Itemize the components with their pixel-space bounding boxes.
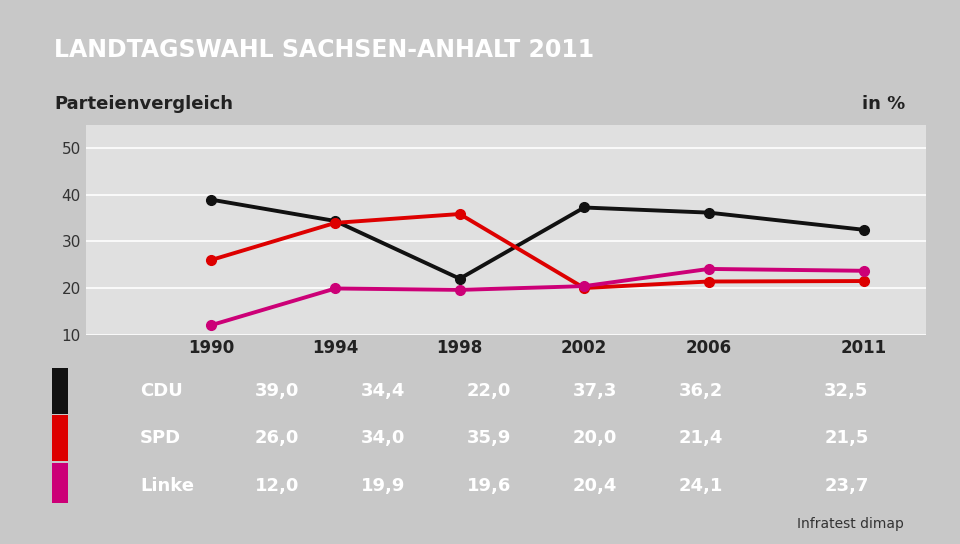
- Text: 20,4: 20,4: [572, 477, 617, 495]
- Text: LANDTAGSWAHL SACHSEN-ANHALT 2011: LANDTAGSWAHL SACHSEN-ANHALT 2011: [55, 38, 594, 63]
- Text: Infratest dimap: Infratest dimap: [797, 517, 904, 530]
- Text: 19,9: 19,9: [361, 477, 405, 495]
- Text: 21,5: 21,5: [825, 429, 869, 447]
- Text: 39,0: 39,0: [254, 382, 299, 400]
- Text: 2002: 2002: [561, 339, 608, 357]
- Text: 2006: 2006: [685, 339, 732, 357]
- Text: 32,5: 32,5: [825, 382, 869, 400]
- Text: 34,4: 34,4: [361, 382, 405, 400]
- Text: 36,2: 36,2: [679, 382, 723, 400]
- Text: 12,0: 12,0: [254, 477, 299, 495]
- Text: CDU: CDU: [140, 382, 182, 400]
- Text: 19,6: 19,6: [467, 477, 511, 495]
- Text: 26,0: 26,0: [254, 429, 299, 447]
- Text: 37,3: 37,3: [572, 382, 617, 400]
- Text: 35,9: 35,9: [467, 429, 511, 447]
- Text: 1994: 1994: [312, 339, 358, 357]
- Text: Linke: Linke: [140, 477, 194, 495]
- Text: 20,0: 20,0: [572, 429, 617, 447]
- Bar: [52, 463, 67, 509]
- Text: in %: in %: [862, 95, 905, 113]
- Bar: [52, 368, 67, 414]
- Text: 1998: 1998: [437, 339, 483, 357]
- Text: 24,1: 24,1: [679, 477, 723, 495]
- Text: 22,0: 22,0: [467, 382, 511, 400]
- Text: 23,7: 23,7: [825, 477, 869, 495]
- Text: SPD: SPD: [140, 429, 181, 447]
- Text: 1990: 1990: [188, 339, 234, 357]
- Bar: [52, 415, 67, 461]
- Text: 2011: 2011: [841, 339, 887, 357]
- Text: Parteienvergleich: Parteienvergleich: [55, 95, 233, 113]
- Text: 21,4: 21,4: [679, 429, 723, 447]
- Text: 34,0: 34,0: [361, 429, 405, 447]
